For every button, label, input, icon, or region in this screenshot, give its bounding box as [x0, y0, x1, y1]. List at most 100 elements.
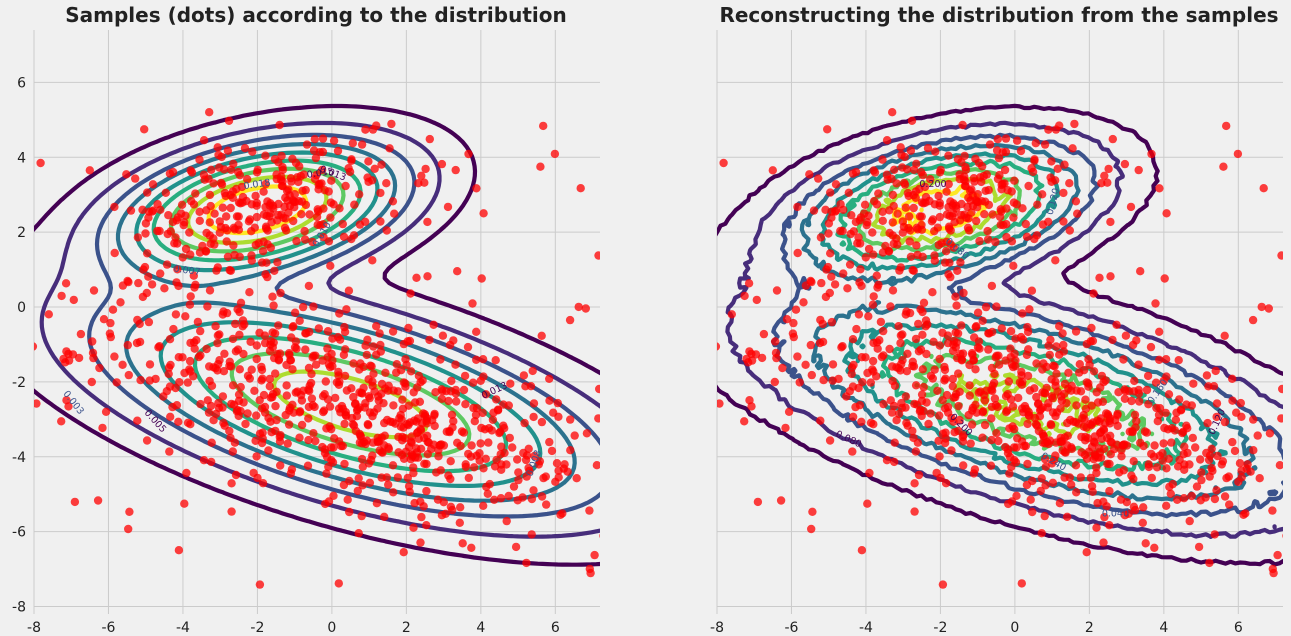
sample-point — [1105, 459, 1114, 469]
sample-point — [935, 212, 944, 222]
sample-point — [251, 191, 260, 201]
sample-point — [303, 461, 313, 470]
sample-point — [62, 396, 71, 405]
sample-point — [861, 353, 870, 362]
sample-point — [241, 419, 250, 429]
sample-point — [449, 336, 458, 345]
sample-point — [252, 341, 261, 350]
sample-point — [1047, 375, 1056, 384]
sample-point — [823, 125, 832, 134]
sample-point — [301, 200, 311, 210]
sample-point — [357, 454, 367, 464]
sample-point — [890, 165, 899, 174]
sample-point — [1089, 367, 1099, 376]
sample-point — [166, 412, 175, 421]
sample-point — [186, 338, 195, 348]
sample-point — [1093, 498, 1102, 508]
sample-point — [969, 356, 979, 365]
sample-point — [225, 265, 234, 275]
sample-point — [782, 315, 792, 324]
sample-point — [338, 219, 347, 229]
sample-point — [493, 405, 503, 414]
sample-point — [992, 302, 1001, 311]
sample-point — [258, 247, 268, 256]
sample-point — [398, 395, 407, 404]
sample-point — [61, 279, 71, 288]
sample-point — [1017, 371, 1026, 380]
sample-point — [1131, 423, 1140, 432]
sample-point — [62, 347, 71, 356]
sample-point — [323, 395, 333, 404]
sample-point — [1277, 414, 1283, 423]
sample-point — [213, 331, 223, 340]
sample-point — [806, 340, 815, 350]
sample-point — [265, 374, 274, 384]
sample-point — [296, 390, 306, 400]
sample-point — [1063, 431, 1073, 440]
sample-point — [324, 462, 333, 471]
sample-point — [1121, 386, 1130, 396]
sample-point — [505, 433, 514, 443]
sample-point — [566, 446, 575, 455]
sample-point — [978, 408, 987, 417]
sample-point — [1204, 455, 1214, 465]
sample-point — [945, 211, 954, 220]
sample-point — [1018, 309, 1027, 318]
sample-point — [171, 310, 181, 319]
sample-point — [456, 441, 465, 451]
sample-point — [970, 177, 979, 186]
sample-point — [317, 165, 327, 175]
sample-point — [1059, 188, 1068, 198]
sample-point — [213, 143, 222, 152]
sample-point — [225, 361, 234, 371]
sample-point — [235, 330, 244, 339]
sample-point — [277, 151, 286, 161]
sample-point — [423, 431, 432, 440]
sample-point — [951, 343, 960, 352]
sample-point — [987, 414, 996, 423]
sample-point — [226, 203, 235, 213]
sample-point — [492, 455, 501, 465]
sample-point — [477, 274, 486, 283]
sample-point — [247, 251, 256, 260]
sample-point — [864, 312, 873, 321]
sample-point — [1045, 350, 1055, 360]
sample-point — [472, 404, 482, 413]
sample-point — [855, 278, 864, 287]
sample-point — [236, 382, 245, 392]
sample-point — [941, 479, 951, 488]
sample-point — [438, 386, 447, 396]
sample-point — [259, 187, 268, 196]
sample-point — [459, 385, 469, 395]
sample-point — [1086, 337, 1095, 346]
sample-point — [801, 281, 811, 290]
sample-point — [311, 360, 321, 369]
sample-point — [269, 301, 278, 310]
sample-point — [228, 334, 238, 344]
sample-point — [879, 399, 888, 409]
sample-point — [572, 474, 581, 483]
sample-point — [372, 322, 381, 331]
sample-point — [917, 167, 926, 177]
sample-point — [1113, 409, 1122, 419]
sample-point — [185, 300, 195, 309]
sample-point — [566, 415, 575, 424]
sample-point — [359, 362, 368, 372]
sample-point — [1041, 481, 1050, 490]
sample-point — [301, 345, 310, 354]
sample-point — [74, 353, 84, 363]
sample-point — [1230, 446, 1240, 456]
sample-point — [304, 414, 313, 423]
sample-point — [1060, 160, 1069, 169]
sample-point — [529, 486, 538, 495]
sample-point — [807, 370, 816, 380]
sample-point — [321, 499, 330, 509]
sample-point — [355, 220, 365, 229]
sample-point — [278, 165, 288, 174]
sample-point — [1220, 417, 1230, 427]
sample-point — [978, 162, 987, 171]
sample-point — [1246, 467, 1255, 476]
sample-point — [878, 207, 887, 216]
sample-point — [978, 433, 987, 442]
sample-point — [521, 455, 531, 465]
